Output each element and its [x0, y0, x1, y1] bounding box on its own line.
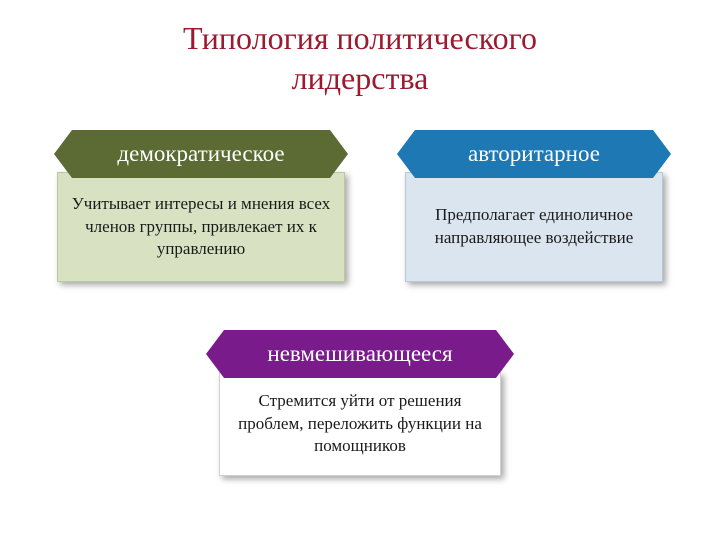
cards-row-top: демократическое Учитывает интересы и мнен…	[0, 130, 720, 282]
cards-row-bottom: невмешивающееся Стремится уйти от решения…	[0, 330, 720, 476]
title-line1: Типология политического	[0, 18, 720, 58]
card-desc-text: Учитывает интересы и мнения всех членов …	[68, 193, 334, 262]
card-laissez-faire: невмешивающееся Стремится уйти от решения…	[219, 330, 501, 476]
card-header-label: невмешивающееся	[267, 341, 452, 367]
cards-grid: демократическое Учитывает интересы и мнен…	[0, 130, 720, 476]
page-title: Типология политического лидерства	[0, 0, 720, 98]
card-header-democratic: демократическое	[72, 130, 330, 178]
card-header-label: авторитарное	[468, 141, 600, 167]
card-header-laissez-faire: невмешивающееся	[224, 330, 496, 378]
card-desc-democratic: Учитывает интересы и мнения всех членов …	[57, 172, 345, 282]
card-header-authoritarian: авторитарное	[415, 130, 653, 178]
card-desc-laissez-faire: Стремится уйти от решения проблем, перел…	[219, 372, 501, 476]
card-democratic: демократическое Учитывает интересы и мнен…	[57, 130, 345, 282]
card-desc-authoritarian: Предполагает единоличное направляющее во…	[405, 172, 663, 282]
card-desc-text: Предполагает единоличное направляющее во…	[416, 204, 652, 250]
card-desc-text: Стремится уйти от решения проблем, перел…	[230, 390, 490, 459]
title-line2: лидерства	[0, 58, 720, 98]
card-header-label: демократическое	[117, 141, 284, 167]
card-authoritarian: авторитарное Предполагает единоличное нап…	[405, 130, 663, 282]
